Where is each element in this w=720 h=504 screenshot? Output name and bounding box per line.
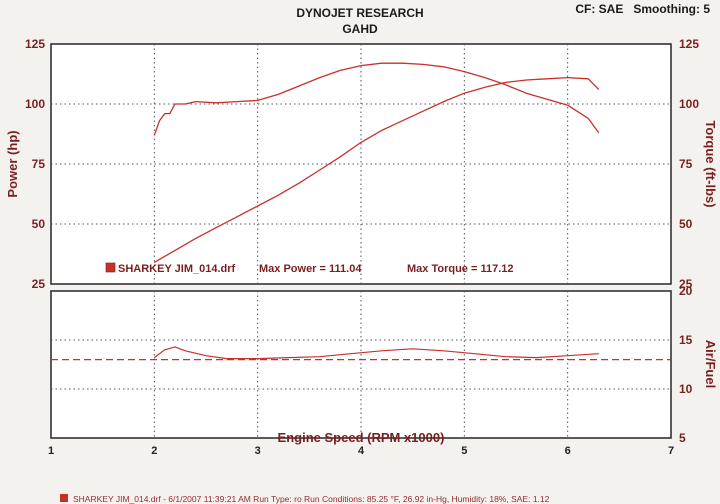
x-tick-label: 3: [255, 445, 261, 457]
y-tick-label-air-fuel: 20: [679, 284, 693, 298]
legend-max-torque: Max Torque = 117.12: [407, 263, 514, 275]
x-tick-label: 4: [358, 445, 365, 457]
x-tick-label: 5: [461, 445, 467, 457]
y-tick-label-torque: 125: [679, 37, 699, 51]
tick-labels: 1 2 3 4 5 6 7 25 50 75 100 125 25 50 75 100 125 5 10 15 20: [25, 37, 699, 457]
x-tick-label: 1: [48, 445, 54, 457]
data-traces: [51, 62, 671, 361]
x-tick-label: 7: [668, 445, 674, 457]
y-tick-label-power: 125: [25, 37, 45, 51]
series-line-air_fuel: [153, 346, 599, 360]
y-tick-label-air-fuel: 5: [679, 431, 686, 445]
x-tick-label: 2: [151, 445, 157, 457]
legend-max-power: Max Power = 111.04: [259, 263, 362, 275]
series-line-torque: [153, 62, 600, 136]
correction-settings: CF: SAE Smoothing: 5: [575, 2, 710, 16]
y-tick-label-power: 100: [25, 97, 45, 111]
y-tick-label-power: 50: [32, 217, 46, 231]
y-axis-label-power: Power (hp): [5, 130, 20, 197]
chart-title: DYNOJET RESEARCH: [296, 6, 424, 20]
x-axis-label: Engine Speed (RPM x1000): [278, 430, 445, 445]
y-tick-label-air-fuel: 15: [679, 333, 693, 347]
series-line-power: [153, 76, 600, 263]
y-tick-label-air-fuel: 10: [679, 382, 693, 396]
y-axis-label-air-fuel: Air/Fuel: [703, 340, 718, 388]
y-tick-label-power: 75: [32, 157, 46, 171]
run-conditions: SHARKEY JIM_014.drf - 6/1/2007 11:39:21 …: [73, 494, 550, 504]
legend-swatch: [105, 262, 116, 273]
y-tick-label-torque: 25: [679, 277, 693, 291]
y-tick-label-power: 25: [32, 277, 46, 291]
y-tick-label-torque: 75: [679, 157, 693, 171]
x-tick-label: 6: [565, 445, 571, 457]
y-tick-label-torque: 50: [679, 217, 693, 231]
y-axis-label-torque: Torque (ft-lbs): [703, 120, 718, 207]
footer-swatch: [60, 494, 68, 502]
chart-subtitle: GAHD: [342, 22, 378, 36]
legend-run-name: SHARKEY JIM_014.drf: [118, 263, 236, 275]
y-tick-label-torque: 100: [679, 97, 699, 111]
grid-lines: [51, 44, 671, 438]
